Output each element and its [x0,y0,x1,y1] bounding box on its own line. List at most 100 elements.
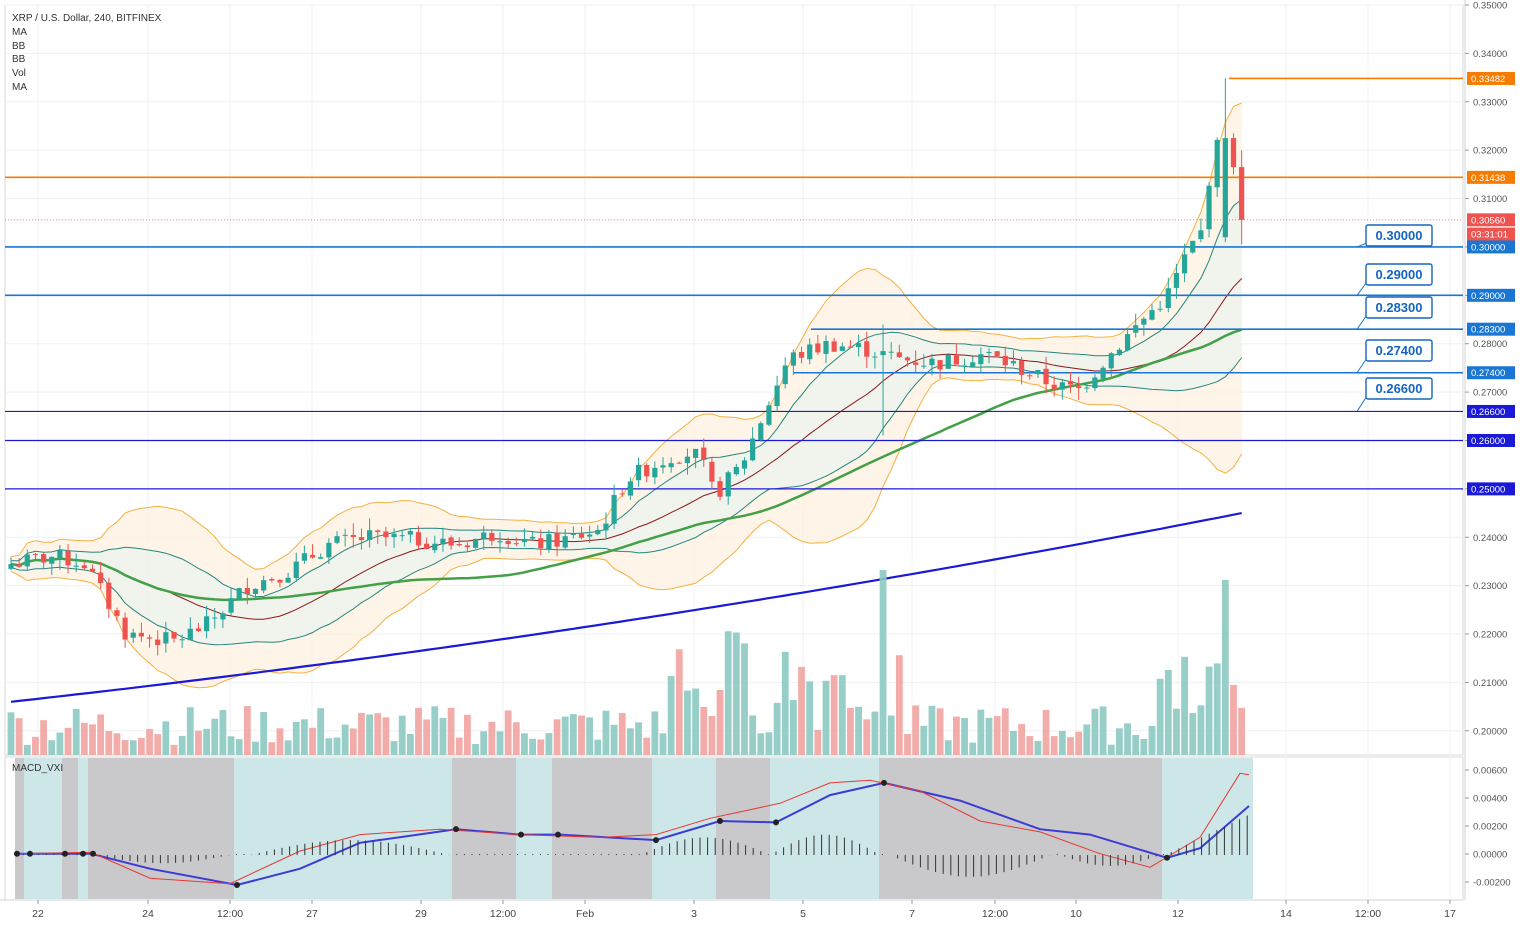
volume-bar [521,733,528,755]
callout-box [1365,263,1433,286]
macd-shade-block [770,758,879,899]
time-tick-label: 12:00 [1355,908,1381,920]
time-tick-label: 24 [142,908,154,920]
volume-bar [887,715,895,755]
volume-bar [643,737,651,755]
volume-bar [529,738,536,755]
callout-label: 0.28300 [1376,300,1423,315]
candle [383,531,389,538]
volume-bar [276,728,284,755]
time-tick-label: 10 [1070,908,1082,920]
macd-cross-dot [555,831,561,838]
volume-bar [863,719,871,755]
volume-bar [1197,705,1205,755]
volume-bar [1213,663,1221,755]
price-tag-label: 0.29000 [1471,291,1505,302]
candle [1141,318,1147,325]
candle [701,447,707,460]
price-tick-label: 0.34000 [1473,49,1507,60]
time-tick-label: 12:00 [217,908,243,920]
volume-bar [1140,739,1148,755]
volume-bar [480,731,488,755]
volume-bar [178,735,186,755]
candle [978,354,984,365]
candle [831,341,837,352]
candle [929,358,935,366]
volume-bar [325,738,333,755]
volume-bar [1238,707,1246,755]
symbol-title: XRP / U.S. Dollar, 240, BITFINEX [12,13,162,24]
candle [318,557,324,559]
volume-bar [227,736,235,755]
candle [179,639,185,641]
macd-shade-block [78,758,88,899]
indicator-ma[interactable]: MA [12,26,27,38]
volume-bar [40,720,47,755]
volume-bar [741,643,748,755]
candle [668,463,674,468]
volume-bar [928,705,936,755]
candle [1051,384,1057,390]
candle [921,365,927,367]
candle [823,340,829,354]
candle [1027,375,1033,377]
volume-bar [806,681,814,755]
volume-bar [284,740,292,755]
volume-bar [146,729,153,755]
ma-green-line [10,328,1243,602]
candle [1198,230,1204,240]
volume-bar [904,734,911,755]
price-callouts: 0.30000 0.29000 0.28300 0.27400 0.26600 [1356,224,1433,412]
callout-label: 0.30000 [1376,228,1423,243]
volume-bar [814,729,822,755]
candle [252,588,259,595]
candle [358,537,365,541]
price-tick-label: 0.23000 [1473,581,1507,592]
callout-leader [1356,357,1368,374]
price-tag-label: 0.28300 [1471,325,1505,336]
callout-leader [1356,395,1368,412]
candle [16,564,22,567]
time-tick-label: 22 [32,908,44,920]
indicator-bb-2[interactable]: BB [12,54,26,66]
volume-bar [1018,724,1025,755]
volume-bar [1124,723,1131,755]
price-tag [1467,322,1515,336]
candle [277,579,283,583]
price-tag-label: 0.25000 [1471,484,1505,495]
candle [578,533,585,538]
indicator-bb[interactable]: BB [12,40,26,52]
price-tag [1467,482,1515,496]
candle [782,365,788,385]
volume-bar [89,724,96,755]
volume-bar [1050,736,1058,755]
candle [1230,138,1237,168]
volume-bar [700,707,708,755]
volume-bar [627,728,634,755]
candle [538,538,544,549]
volume-bar [398,715,406,755]
volume-bar [716,689,724,755]
candle [440,538,446,545]
indicator-vol[interactable]: Vol [12,68,26,80]
volume-bar [1099,706,1107,755]
candle [448,537,454,546]
indicator-ma-2[interactable]: MA [12,81,27,93]
volume-bar [790,700,797,755]
candle [334,536,340,543]
candle [676,462,682,464]
candle [815,343,821,353]
volume-bar [382,717,390,755]
macd-cross-dot [90,850,96,857]
candle [130,632,136,638]
price-tick-label: 0.24000 [1473,533,1507,544]
volume-bar [1116,728,1123,755]
candle [407,531,413,535]
volume-bar [1189,713,1197,755]
volume-bar [423,719,431,755]
volume-bar [447,707,455,755]
macd-cross-dot [717,818,723,825]
candle [163,632,169,644]
candle [913,362,919,365]
